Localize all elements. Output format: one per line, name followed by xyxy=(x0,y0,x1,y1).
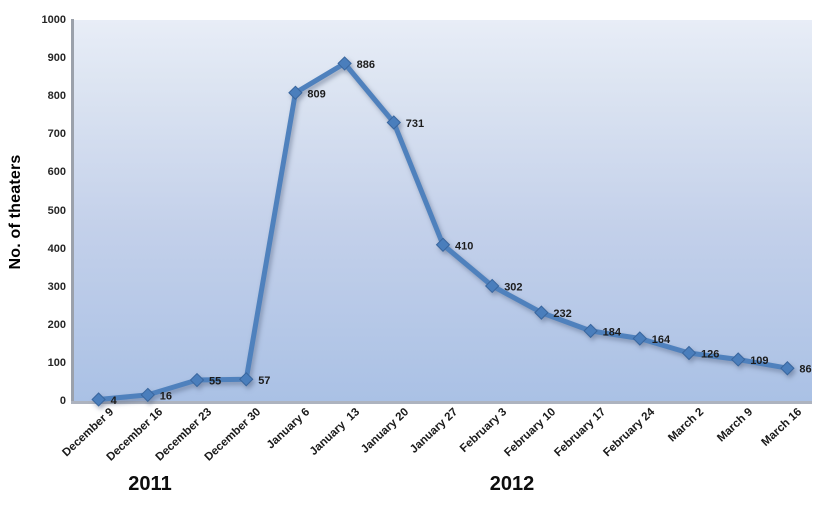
plot-area xyxy=(74,20,812,401)
diamond-marker xyxy=(189,372,205,388)
diamond-marker xyxy=(91,392,106,407)
data-label: 86 xyxy=(799,364,811,376)
year-label-2011: 2011 xyxy=(128,473,172,495)
data-label: 809 xyxy=(307,88,325,100)
y-tick-label: 700 xyxy=(47,128,66,141)
y-tick-label: 800 xyxy=(47,90,66,103)
data-label: 184 xyxy=(603,326,622,338)
diamond-marker xyxy=(780,361,795,376)
diamond-marker xyxy=(484,278,500,294)
diamond-marker xyxy=(681,345,697,361)
data-label: 302 xyxy=(504,281,522,293)
data-series xyxy=(91,56,795,407)
y-tick-label: 500 xyxy=(47,204,66,217)
data-label: 109 xyxy=(750,355,768,367)
data-label: 410 xyxy=(455,240,473,252)
diamond-marker xyxy=(534,305,549,320)
diamond-marker xyxy=(386,115,402,130)
diamond-marker xyxy=(583,323,598,339)
data-label: 731 xyxy=(406,118,424,130)
diamond-marker xyxy=(435,237,451,252)
diamond-marker xyxy=(238,372,254,387)
y-axis-line xyxy=(71,19,74,404)
data-label: 164 xyxy=(652,334,671,346)
data-label: 126 xyxy=(701,349,719,361)
y-tick-label: 100 xyxy=(47,356,66,369)
y-tick-label: 900 xyxy=(47,52,66,65)
data-label: 4 xyxy=(111,395,118,407)
y-tick-label: 300 xyxy=(47,280,66,293)
y-tick-label: 0 xyxy=(59,395,66,407)
line-series-plot: 4 16 55 57 809 886 731 410 302 232 184 164 126 109 86 xyxy=(91,56,812,407)
y-tick-label: 1000 xyxy=(41,14,66,26)
data-label: 886 xyxy=(357,59,375,71)
diamond-marker xyxy=(337,56,352,71)
data-label: 16 xyxy=(160,390,172,402)
y-tick-label: 400 xyxy=(47,242,66,255)
diamond-marker xyxy=(140,387,156,403)
diamond-marker xyxy=(730,352,746,367)
data-label: 57 xyxy=(258,375,270,387)
data-label: 232 xyxy=(553,308,571,320)
year-label-2012: 2012 xyxy=(489,473,535,495)
diamond-marker xyxy=(288,85,303,100)
y-tick-label: 200 xyxy=(47,318,66,331)
data-label: 55 xyxy=(209,376,221,388)
diamond-marker xyxy=(632,331,648,346)
series-line xyxy=(96,60,790,402)
x-axis-line xyxy=(71,401,812,404)
data-labels: 4 16 55 57 809 886 731 410 302 232 184 164 126 109 86 xyxy=(111,59,812,407)
y-tick-label: 600 xyxy=(47,166,66,179)
